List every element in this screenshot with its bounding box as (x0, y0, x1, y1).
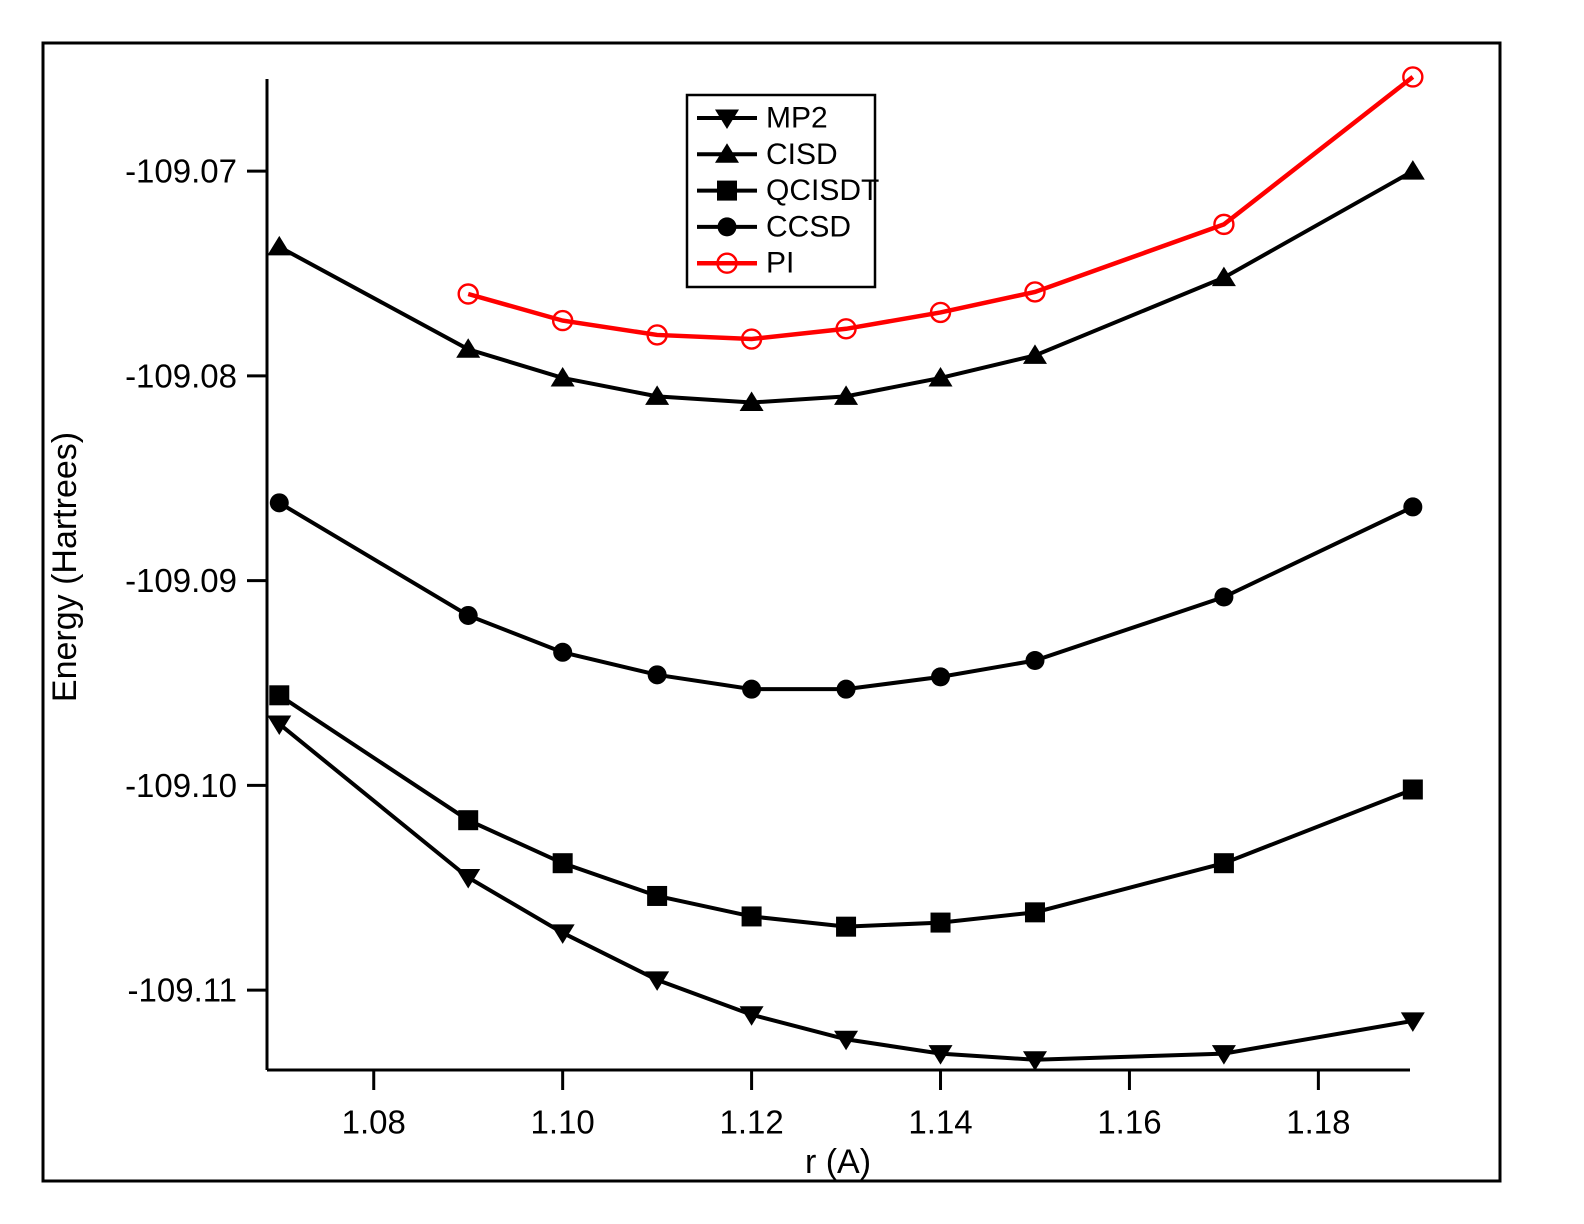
series-line (467, 75, 1415, 342)
legend-item-MP2: MP2 (697, 102, 828, 135)
open-circle-marker-icon (716, 252, 738, 274)
y-tick-group: -109.07 -109.08 -109.09 -109.10 -109.11 (125, 153, 267, 1009)
legend-label: PI (766, 247, 794, 280)
open-circle-marker-icon (1213, 213, 1235, 236)
series-line (278, 169, 1414, 405)
x-tick-label: 1.16 (1097, 1104, 1161, 1141)
open-circle-marker-icon (551, 309, 574, 332)
y-axis-title: Energy (Hartrees) (46, 432, 84, 702)
triangle-down-marker-icon (1400, 1012, 1425, 1032)
series-QCISDT (269, 685, 1423, 937)
square-marker-icon (647, 885, 668, 906)
figure-border (41, 41, 1502, 1183)
legend-item-CCSD: CCSD (697, 210, 851, 243)
square-marker-icon (1213, 853, 1234, 874)
series-line (278, 722, 1414, 1062)
triangle-down-marker-icon (550, 924, 575, 944)
x-tick-label: 1.08 (342, 1104, 406, 1141)
square-marker-icon (1024, 902, 1045, 923)
open-circle-marker-icon (929, 301, 952, 324)
open-circle-marker-icon (740, 328, 763, 350)
legend-label: MP2 (766, 102, 828, 135)
square-marker-icon (717, 180, 737, 201)
triangle-down-marker-icon (1211, 1045, 1236, 1065)
triangle-up-marker-icon (456, 338, 481, 358)
x-tick-group: 1.08 1.10 1.12 1.14 1.16 1.18 (342, 1070, 1350, 1141)
legend-item-QCISDT: QCISDT (697, 174, 879, 207)
series-line (278, 693, 1414, 929)
circle-marker-icon (458, 605, 478, 625)
series-CCSD (269, 493, 1423, 699)
triangle-up-marker-icon (267, 235, 292, 256)
circle-marker-icon (1214, 587, 1234, 607)
x-axis-title: r (A) (805, 1143, 871, 1181)
circle-marker-icon (717, 217, 737, 237)
y-tick-label: -109.07 (125, 153, 237, 190)
legend-label: CISD (766, 138, 838, 171)
legend-item-CISD: CISD (697, 138, 838, 171)
y-tick-label: -109.10 (125, 767, 237, 804)
triangle-down-marker-icon (715, 109, 739, 129)
circle-marker-icon (1025, 650, 1045, 670)
y-tick-label: -109.08 (125, 357, 237, 394)
open-circle-marker-icon (1024, 281, 1046, 303)
circle-marker-icon (647, 665, 667, 685)
square-marker-icon (741, 906, 762, 927)
series-group (267, 66, 1425, 1071)
square-marker-icon (1402, 779, 1423, 800)
triangle-up-marker-icon (928, 366, 953, 387)
circle-marker-icon (553, 642, 573, 662)
y-tick-label: -109.11 (128, 972, 237, 1009)
square-marker-icon (458, 810, 479, 831)
triangle-down-marker-icon (834, 1030, 859, 1051)
square-marker-icon (269, 685, 290, 706)
triangle-up-marker-icon (715, 143, 739, 163)
triangle-down-marker-icon (1022, 1051, 1047, 1071)
legend-label: QCISDT (766, 174, 879, 207)
circle-marker-icon (836, 679, 856, 699)
square-marker-icon (552, 853, 573, 874)
triangle-up-marker-icon (1211, 266, 1236, 287)
open-circle-marker-icon (646, 324, 668, 346)
triangle-up-marker-icon (739, 391, 764, 412)
triangle-up-marker-icon (550, 366, 575, 387)
x-tick-label: 1.14 (908, 1104, 972, 1141)
triangle-down-marker-icon (928, 1045, 953, 1065)
x-tick-label: 1.18 (1286, 1104, 1350, 1141)
triangle-down-marker-icon (645, 971, 670, 991)
circle-marker-icon (931, 667, 951, 687)
open-circle-marker-icon (835, 318, 857, 340)
triangle-down-marker-icon (739, 1006, 764, 1026)
y-tick-label: -109.09 (125, 562, 237, 599)
series-CISD (267, 160, 1425, 412)
triangle-up-marker-icon (1400, 160, 1425, 180)
circle-marker-icon (742, 679, 762, 699)
triangle-up-marker-icon (834, 385, 859, 405)
triangle-down-marker-icon (267, 715, 292, 735)
triangle-up-marker-icon (1022, 344, 1047, 364)
series-line (278, 501, 1414, 692)
square-marker-icon (836, 916, 857, 937)
triangle-up-marker-icon (645, 385, 670, 405)
legend-label: CCSD (766, 210, 851, 243)
legend-item-PI: PI (697, 247, 794, 280)
open-circle-marker-icon (1402, 66, 1424, 88)
square-marker-icon (930, 912, 951, 933)
x-tick-label: 1.10 (531, 1104, 595, 1141)
series-MP2 (267, 715, 1425, 1071)
triangle-down-marker-icon (456, 869, 481, 889)
series-PI (457, 66, 1424, 350)
circle-marker-icon (269, 493, 289, 513)
x-tick-label: 1.12 (719, 1104, 783, 1141)
open-circle-marker-icon (457, 283, 479, 305)
circle-marker-icon (1403, 497, 1423, 517)
